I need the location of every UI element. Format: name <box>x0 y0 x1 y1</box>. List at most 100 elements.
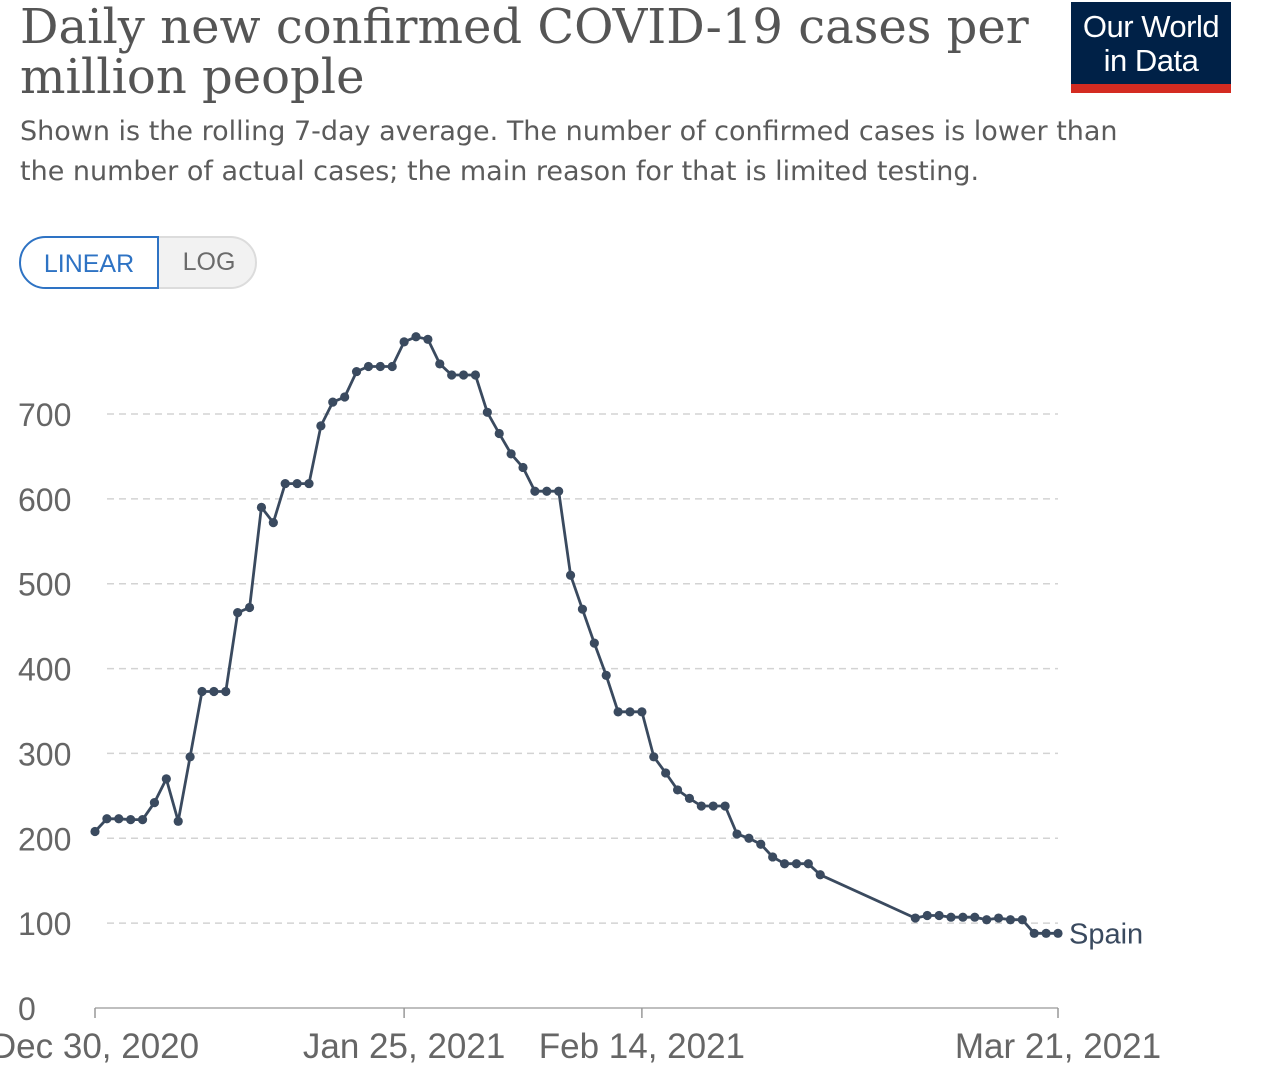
data-point[interactable] <box>387 361 397 372</box>
data-point[interactable] <box>601 670 611 680</box>
data-point[interactable] <box>280 478 290 489</box>
data-point[interactable] <box>542 486 552 496</box>
chart-subtitle: Shown is the rolling 7-day average. The … <box>20 116 1118 187</box>
data-point[interactable] <box>910 913 920 923</box>
data-point[interactable] <box>554 486 564 496</box>
logo-line-2: in Data <box>1103 43 1199 78</box>
data-point[interactable] <box>375 361 385 372</box>
data-point[interactable] <box>447 370 457 380</box>
data-point[interactable] <box>482 407 492 417</box>
data-point[interactable] <box>613 707 623 717</box>
data-point[interactable] <box>922 910 932 921</box>
gridlines <box>107 413 1058 924</box>
data-point[interactable] <box>197 686 207 697</box>
data-point[interactable] <box>934 910 944 921</box>
y-tick-label: 300 <box>18 736 71 772</box>
data-point[interactable] <box>732 829 742 839</box>
data-point[interactable] <box>173 816 183 826</box>
data-point[interactable] <box>328 397 338 407</box>
data-point[interactable] <box>661 768 671 778</box>
data-point[interactable] <box>684 793 695 804</box>
data-point[interactable] <box>340 392 350 402</box>
series-spain[interactable]: Spain <box>90 332 1143 950</box>
linear-scale-button[interactable]: LINEAR <box>19 236 159 289</box>
y-tick-label: 700 <box>18 397 71 433</box>
data-point[interactable] <box>268 518 278 528</box>
data-point[interactable] <box>815 870 825 880</box>
owid-logo[interactable]: Our World in Data <box>1071 2 1231 93</box>
y-tick-label: 100 <box>18 906 71 942</box>
data-point[interactable] <box>637 707 647 717</box>
data-point[interactable] <box>720 801 730 811</box>
data-point[interactable] <box>102 814 112 824</box>
y-tick-label: 600 <box>18 482 71 518</box>
x-axis: Dec 30, 2020 Jan 25, 2021 Feb 14, 2021 Mar … <box>0 1007 1161 1066</box>
data-point[interactable] <box>185 752 195 762</box>
data-point[interactable] <box>708 801 718 811</box>
data-point[interactable] <box>518 462 528 473</box>
x-tick-label: Feb 14, 2021 <box>539 1027 745 1066</box>
x-tick-label: Mar 21, 2021 <box>955 1027 1161 1066</box>
scale-toggle: LINEAR LOG <box>19 236 257 289</box>
data-point[interactable] <box>244 602 255 613</box>
data-point[interactable] <box>649 752 659 762</box>
data-point[interactable] <box>530 486 540 496</box>
data-point[interactable] <box>946 912 956 922</box>
y-axis: 0 100 200 300 400 500 600 700 <box>18 397 71 1027</box>
data-point[interactable] <box>1029 928 1039 938</box>
data-point[interactable] <box>779 859 790 869</box>
data-point[interactable] <box>256 502 267 512</box>
data-point[interactable] <box>292 478 302 489</box>
data-point[interactable] <box>90 826 100 837</box>
data-point[interactable] <box>435 359 445 369</box>
data-point[interactable] <box>149 798 160 808</box>
data-point[interactable] <box>672 785 683 795</box>
data-point[interactable] <box>982 915 992 925</box>
y-tick-label: 400 <box>18 652 71 688</box>
data-point[interactable] <box>993 913 1004 923</box>
data-point[interactable] <box>399 337 409 347</box>
data-point[interactable] <box>970 912 980 922</box>
data-point[interactable] <box>114 814 124 824</box>
data-point[interactable] <box>756 839 766 849</box>
data-point[interactable] <box>1041 928 1051 938</box>
line-chart: 0 100 200 300 400 500 600 700 Dec 30, 2020 Jan 2… <box>0 332 1161 1066</box>
series-line-spain[interactable] <box>93 335 1058 935</box>
data-point[interactable] <box>316 421 326 431</box>
data-point[interactable] <box>363 361 374 372</box>
data-point[interactable] <box>506 449 516 459</box>
data-point[interactable] <box>1017 915 1027 925</box>
data-point[interactable] <box>744 833 754 843</box>
chart-title: Daily new confirmed COVID-19 cases per m… <box>20 0 1029 105</box>
data-point[interactable] <box>768 852 778 862</box>
data-point[interactable] <box>791 859 802 869</box>
data-point[interactable] <box>589 638 599 648</box>
data-point[interactable] <box>221 686 231 697</box>
data-point[interactable] <box>625 707 635 717</box>
data-point[interactable] <box>423 334 433 344</box>
data-point[interactable] <box>577 604 588 614</box>
data-point[interactable] <box>209 686 219 697</box>
data-point[interactable] <box>1053 928 1063 938</box>
x-tick-label: Dec 30, 2020 <box>0 1027 199 1066</box>
data-point[interactable] <box>458 370 469 380</box>
data-point[interactable] <box>494 428 504 439</box>
data-point[interactable] <box>1005 915 1016 925</box>
data-point[interactable] <box>958 912 968 922</box>
data-point[interactable] <box>161 774 171 784</box>
data-point[interactable] <box>233 607 243 618</box>
data-point[interactable] <box>351 366 362 377</box>
data-point[interactable] <box>411 332 421 342</box>
data-point[interactable] <box>565 570 576 580</box>
data-point[interactable] <box>126 815 136 825</box>
data-point[interactable] <box>137 815 148 825</box>
data-point[interactable] <box>803 859 813 869</box>
data-point[interactable] <box>696 801 706 811</box>
log-scale-button[interactable]: LOG <box>182 248 236 276</box>
logo-line-1: Our World <box>1082 9 1220 44</box>
x-tick-label: Jan 25, 2021 <box>303 1027 505 1066</box>
y-tick-label: 0 <box>18 991 36 1027</box>
data-point[interactable] <box>304 478 314 489</box>
y-tick-label: 500 <box>18 567 71 603</box>
data-point[interactable] <box>470 370 481 380</box>
